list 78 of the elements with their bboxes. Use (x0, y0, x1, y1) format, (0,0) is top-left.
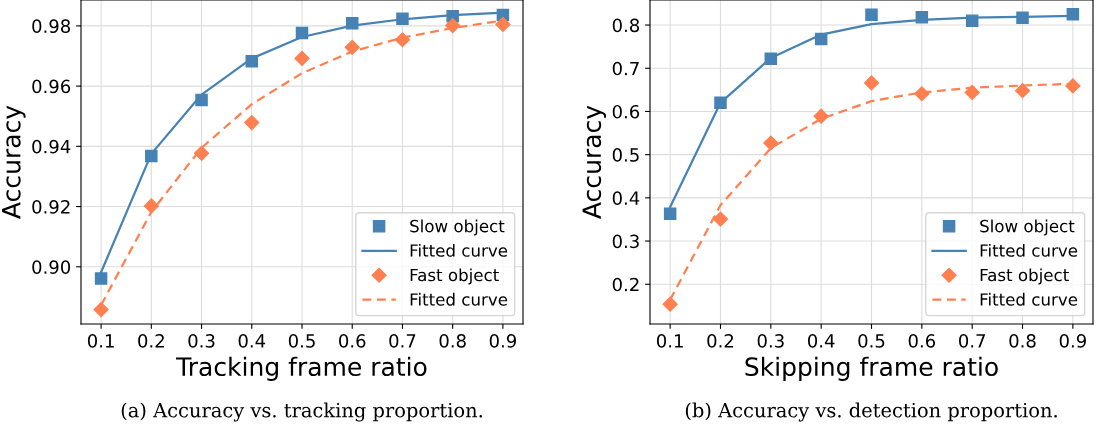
y-tick-label: 0.4 (612, 191, 640, 205)
point (1066, 8, 1080, 21)
y-tick-label: 0.2 (612, 277, 639, 292)
legend-label: Fast object (410, 268, 499, 285)
text: (a) Accuracy vs. tracking proportion. (121, 402, 482, 422)
y-tick-label: 0.92 (32, 200, 70, 214)
point (295, 26, 309, 40)
x-tick-label: 0.5 (288, 334, 315, 348)
point (345, 16, 359, 30)
point (193, 145, 210, 161)
point (195, 93, 208, 107)
legend-label: Slow object (410, 219, 505, 236)
point (814, 32, 828, 46)
point (93, 301, 109, 318)
x-tick-label: 0.6 (908, 334, 936, 348)
point (344, 39, 360, 55)
point (865, 8, 878, 21)
x-tick-label: 0.4 (807, 334, 835, 348)
y-tick-label: 0.90 (32, 260, 71, 274)
point (965, 14, 979, 27)
point (763, 135, 779, 151)
x-tick-label: 0.7 (389, 334, 416, 348)
legend-label: Fitted curve (410, 243, 508, 257)
legend-label: Fitted curve (980, 292, 1078, 306)
x-tick-label: 0.9 (489, 334, 516, 348)
point (663, 207, 677, 221)
y-axis-title: Accuracy (582, 105, 607, 219)
x-tick-label: 0.1 (656, 334, 683, 348)
x-tick-label: 0.2 (138, 334, 164, 348)
x-tick-label: 0.3 (757, 334, 784, 348)
point (143, 198, 159, 214)
point (294, 50, 310, 66)
point (445, 18, 461, 34)
point (1016, 11, 1029, 24)
point (712, 211, 729, 227)
point (863, 75, 880, 91)
y-tick-label: 0.8 (612, 18, 640, 33)
legend-label: Fast object (980, 268, 1069, 285)
x-tick-label: 0.5 (858, 334, 885, 348)
y-tick-label: 0.98 (32, 19, 71, 34)
point (1065, 78, 1081, 94)
x-tick-label: 0.6 (339, 334, 366, 348)
point (915, 11, 929, 24)
x-tick-label: 0.8 (1009, 334, 1036, 348)
x-tick-label: 0.7 (959, 334, 985, 348)
legend-label: Fitted curve (410, 292, 508, 306)
x-tick-label: 0.9 (1059, 334, 1086, 348)
y-tick-label: 0.5 (612, 148, 639, 162)
point (94, 272, 108, 285)
y-tick-label: 0.3 (612, 234, 639, 249)
point (914, 86, 930, 102)
point (244, 114, 260, 131)
point (396, 12, 409, 25)
legend-label: Fitted curve (980, 243, 1078, 257)
point (813, 108, 829, 124)
point (495, 16, 511, 32)
x-tick-label: 0.4 (238, 334, 266, 348)
point (145, 149, 158, 163)
point (394, 32, 411, 48)
point (1014, 83, 1031, 99)
y-tick-label: 0.7 (612, 61, 639, 76)
point (964, 84, 980, 101)
point (662, 296, 678, 312)
point (764, 52, 778, 66)
x-tick-label: 0.2 (707, 334, 734, 348)
y-tick-label: 0.96 (32, 79, 71, 94)
x-tick-label: 0.8 (439, 334, 466, 348)
x-tick-label: 0.3 (188, 334, 215, 348)
x-axis-title: Tracking frame ratio (176, 356, 427, 381)
x-axis-title: Skipping frame ratio (745, 356, 998, 381)
text: (b) Accuracy vs. detection proportion. (685, 402, 1057, 422)
y-tick-label: 0.6 (612, 104, 640, 119)
y-tick-label: 0.94 (32, 139, 71, 154)
y-axis-title: Accuracy (2, 105, 26, 219)
point (245, 54, 259, 68)
x-tick-label: 0.1 (87, 334, 114, 348)
legend-label: Slow object (980, 219, 1075, 236)
point (714, 96, 727, 110)
